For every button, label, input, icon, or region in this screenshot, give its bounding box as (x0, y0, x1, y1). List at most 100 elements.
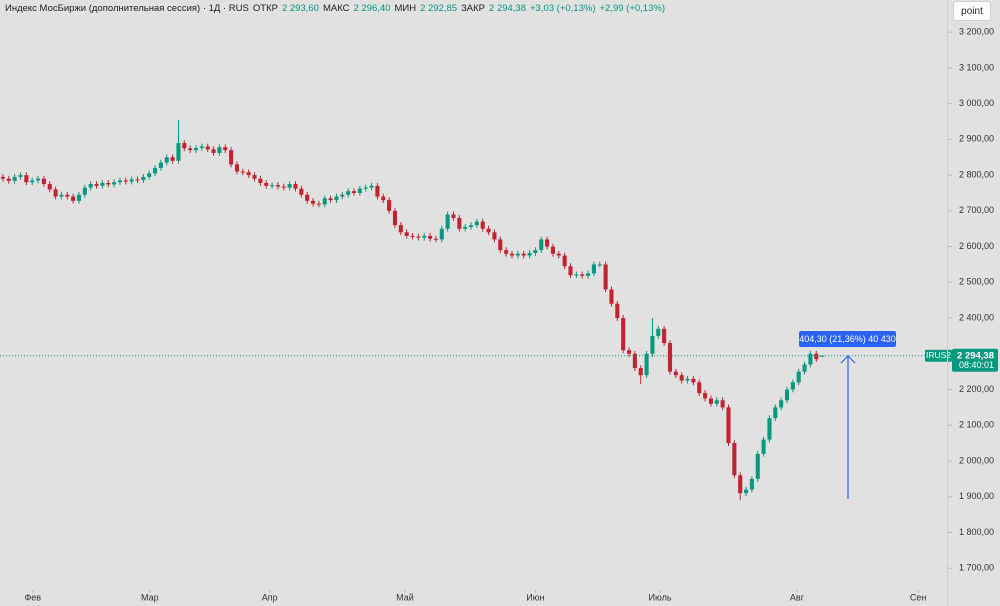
open-label: ОТКР (252, 3, 278, 14)
candle-body (12, 176, 17, 181)
candle-body (509, 253, 515, 256)
candle-body (293, 184, 298, 189)
y-tick-label: 3 000,00 (959, 98, 994, 108)
candle-body (287, 184, 292, 188)
candle-body (334, 196, 339, 201)
candle-body (498, 239, 503, 251)
candle-body (457, 217, 462, 229)
y-tick-label: 2 800,00 (959, 169, 994, 179)
candle-body (147, 173, 152, 177)
candle-body (545, 239, 550, 247)
candle-body (234, 164, 240, 172)
candle-body (0, 176, 5, 179)
candle-body (387, 200, 392, 211)
candle-body (726, 407, 731, 444)
candle-body (615, 303, 620, 319)
candle-body (767, 418, 772, 440)
candle-body (814, 353, 819, 360)
y-tick-label: 2 700,00 (959, 205, 994, 215)
y-tick-label: 2 000,00 (959, 455, 994, 465)
y-tick-label: 2 400,00 (959, 312, 994, 322)
y-tick-label: 2 200,00 (959, 384, 994, 394)
measure-arrowhead (840, 355, 856, 364)
candle-body (112, 182, 117, 185)
candle-body (35, 178, 41, 181)
candle-body (47, 184, 52, 190)
candle-body (626, 350, 632, 354)
candle-body (100, 182, 105, 186)
y-tick-label: 2 600,00 (959, 241, 994, 251)
candle-body (515, 253, 520, 256)
candle-body (6, 178, 11, 181)
x-tick-label: Фев (24, 592, 41, 602)
countdown: 08:40:01 (959, 360, 994, 370)
candle-body (270, 185, 275, 187)
candle-body (433, 238, 438, 240)
candle-body (422, 235, 427, 238)
candle-body (129, 179, 134, 182)
change-2: +2,99 (+0,13%) (599, 3, 666, 14)
candle-body (164, 157, 169, 163)
x-tick-label: Май (396, 592, 414, 602)
candle-body (82, 187, 87, 195)
candle-body (357, 188, 362, 193)
candle-body (679, 375, 684, 381)
candle-body (141, 176, 146, 181)
candle-body (744, 489, 749, 494)
last-price-box (952, 348, 998, 372)
x-tick-label: Мар (141, 592, 159, 602)
candle-body (340, 194, 345, 197)
candle-body (240, 171, 245, 173)
candle-body (597, 264, 602, 266)
candle-body (311, 200, 316, 204)
x-tick-label: Июн (526, 592, 544, 602)
y-tick-label: 2 900,00 (959, 134, 994, 144)
candle-body (398, 225, 403, 233)
open-value: 2 293,60 (281, 3, 319, 14)
candle-body (76, 194, 82, 201)
candle-body (392, 210, 398, 226)
candle-body (673, 371, 678, 376)
header: Индекс МосБиржи (дополнительная сессия) … (5, 3, 665, 14)
candle-body (761, 439, 766, 454)
candle-body (784, 389, 790, 401)
candle-body (275, 185, 280, 187)
candle-body (328, 198, 333, 201)
candle-body (773, 407, 778, 419)
candle-body (199, 146, 204, 148)
point-button[interactable]: point (953, 1, 991, 21)
title: Индекс МосБиржи (дополнительная сессия) … (5, 3, 249, 14)
x-tick-label: Авг (790, 592, 805, 602)
close-value: 2 294,38 (489, 3, 526, 14)
candle-body (720, 400, 725, 408)
candle-body (94, 184, 99, 186)
candle-body (223, 147, 228, 151)
candle-body (59, 194, 64, 197)
candle-body (463, 226, 468, 229)
close-label: ЗАКР (461, 3, 486, 14)
candle-body (533, 250, 538, 254)
y-tick-label: 3 200,00 (959, 27, 994, 37)
candle-body (264, 182, 269, 186)
candle-body (550, 246, 556, 254)
candle-body (53, 189, 58, 197)
low-value: 2 292,85 (420, 3, 458, 14)
candle-body (644, 353, 649, 376)
candle-body (656, 328, 661, 336)
candle-body (474, 221, 479, 226)
candle-body (556, 253, 561, 256)
candle-body (299, 188, 304, 195)
candle-body (205, 146, 210, 150)
candle-body (480, 221, 485, 229)
candle-body (246, 172, 251, 176)
candle-body (410, 235, 415, 237)
y-tick-label: 1 800,00 (959, 527, 994, 537)
candle-body (580, 274, 585, 276)
candle-body (193, 147, 199, 151)
candle-body (591, 264, 596, 274)
candle-body (586, 273, 591, 276)
candle-body (258, 178, 263, 183)
candle-body (574, 274, 579, 276)
candle-body (732, 443, 737, 476)
